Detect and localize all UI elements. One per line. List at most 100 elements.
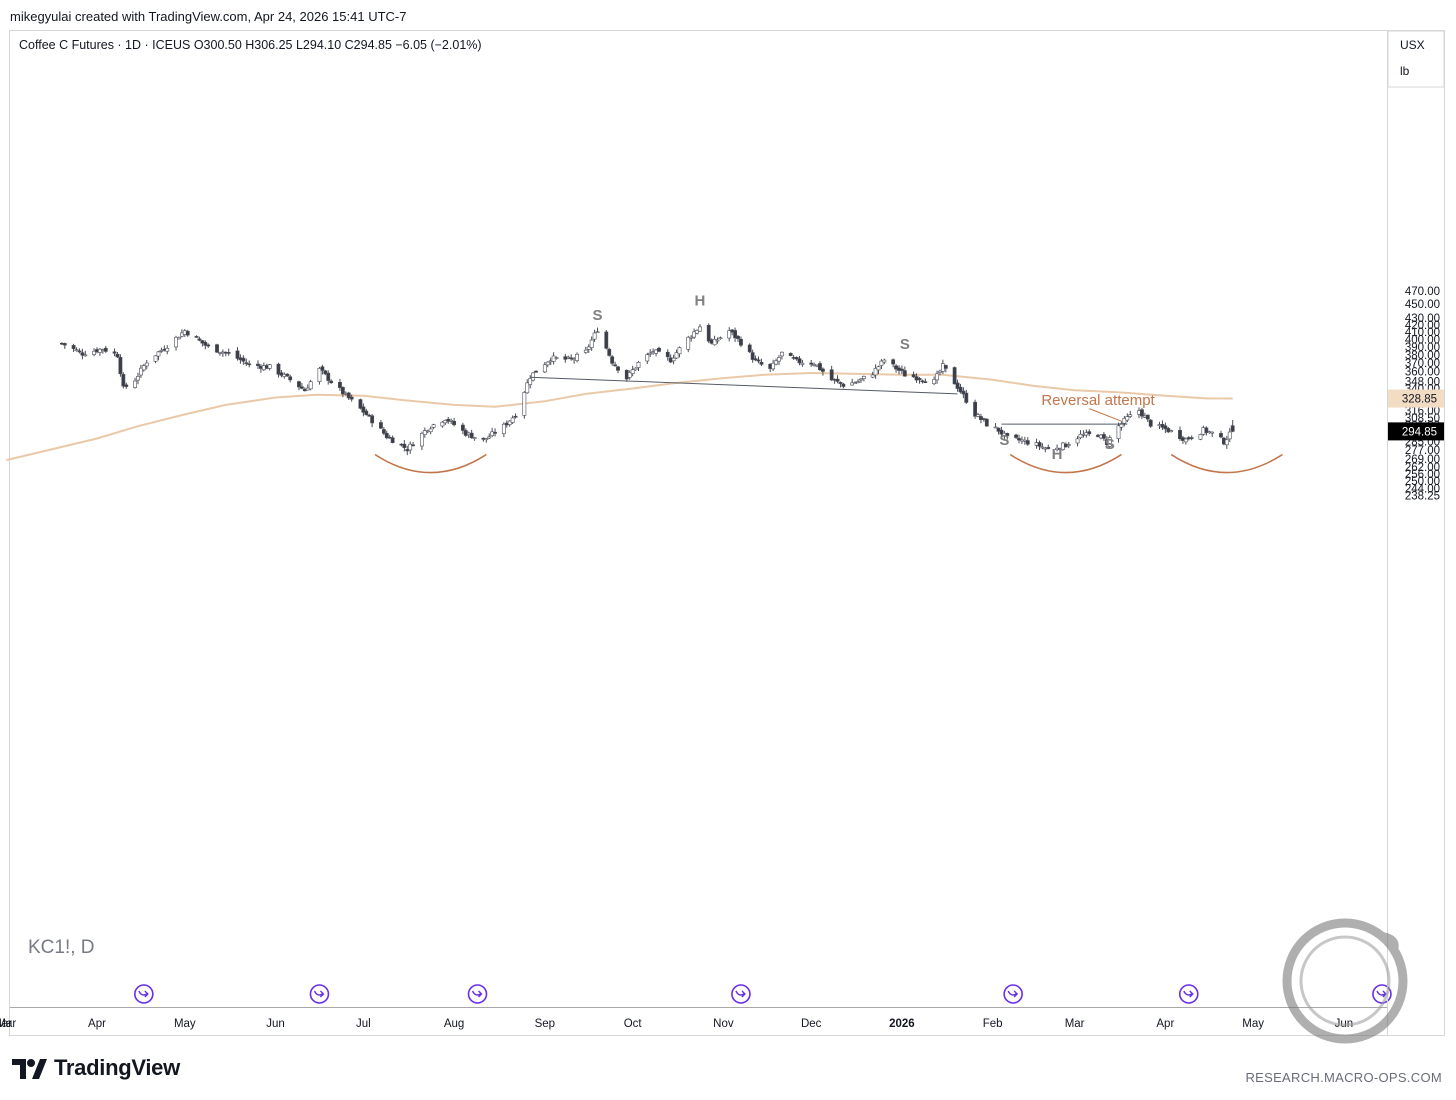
candle-down[interactable] <box>320 366 325 371</box>
candle-down[interactable] <box>955 382 960 389</box>
candle-down[interactable] <box>338 381 342 388</box>
candle-down[interactable] <box>917 378 922 381</box>
pattern-arc[interactable] <box>374 453 487 474</box>
candle-up[interactable] <box>484 438 489 441</box>
candle-down[interactable] <box>797 358 802 364</box>
candle-up[interactable] <box>139 367 143 376</box>
candle-down[interactable] <box>829 369 834 381</box>
candle-up[interactable] <box>583 349 588 353</box>
candle-down[interactable] <box>1204 427 1209 433</box>
candle-down[interactable] <box>256 363 260 367</box>
candle-down[interactable] <box>835 378 840 382</box>
candle-up[interactable] <box>777 357 781 362</box>
candle-up[interactable] <box>686 336 691 350</box>
candle-down[interactable] <box>613 364 617 367</box>
candle-down[interactable] <box>323 370 328 375</box>
candle-down[interactable] <box>77 350 82 353</box>
candle-down[interactable] <box>923 381 928 383</box>
candle-down[interactable] <box>607 348 612 356</box>
candle-up[interactable] <box>153 355 158 362</box>
candle-up[interactable] <box>1128 414 1133 417</box>
candle-down[interactable] <box>534 370 538 373</box>
candle-down[interactable] <box>381 429 386 434</box>
candle-down[interactable] <box>838 382 843 384</box>
candle-up[interactable] <box>165 347 170 352</box>
candle-down[interactable] <box>379 422 383 429</box>
candle-down[interactable] <box>364 410 369 415</box>
candle-up[interactable] <box>1210 431 1215 434</box>
candle-up[interactable] <box>882 359 887 363</box>
neckline-upper[interactable] <box>530 376 958 395</box>
tradingview-logo[interactable]: TradingView <box>12 1055 180 1081</box>
candle-down[interactable] <box>299 386 304 389</box>
candle-down[interactable] <box>1145 414 1150 420</box>
candle-down[interactable] <box>665 351 670 358</box>
candle-down[interactable] <box>1005 433 1010 437</box>
candle-down[interactable] <box>285 373 290 377</box>
candle-down[interactable] <box>610 356 615 364</box>
candle-down[interactable] <box>288 376 293 381</box>
candle-down[interactable] <box>657 347 661 352</box>
candle-down[interactable] <box>733 330 737 339</box>
candle-up[interactable] <box>876 366 881 371</box>
candle-up[interactable] <box>1075 438 1080 444</box>
candle-up[interactable] <box>689 336 694 339</box>
candle-up[interactable] <box>645 354 650 362</box>
candle-down[interactable] <box>460 424 465 431</box>
candle-up[interactable] <box>408 443 413 451</box>
candle-down[interactable] <box>973 401 978 417</box>
arrow-circle-icon[interactable] <box>309 984 330 1004</box>
candle-up[interactable] <box>1169 430 1174 432</box>
candle-down[interactable] <box>71 345 76 349</box>
candle-down[interactable] <box>411 444 416 447</box>
candle-down[interactable] <box>841 383 846 387</box>
candle-up[interactable] <box>718 337 723 340</box>
candle-down[interactable] <box>349 396 354 400</box>
candle-up[interactable] <box>525 382 530 394</box>
candle-up[interactable] <box>938 370 942 373</box>
candle-down[interactable] <box>452 420 456 426</box>
candle-up[interactable] <box>487 436 492 439</box>
arrow-circle-icon[interactable] <box>1178 984 1199 1004</box>
candle-up[interactable] <box>490 431 495 436</box>
candle-up[interactable] <box>92 350 96 355</box>
candle-up[interactable] <box>431 424 436 428</box>
candle-down[interactable] <box>999 429 1004 435</box>
candle-down[interactable] <box>203 341 208 346</box>
candle-down[interactable] <box>370 415 375 424</box>
candle-down[interactable] <box>952 367 957 385</box>
candle-up[interactable] <box>83 354 88 357</box>
candle-down[interactable] <box>1219 433 1223 438</box>
candle-down[interactable] <box>346 392 351 399</box>
candle-up[interactable] <box>633 367 638 371</box>
candle-up[interactable] <box>156 351 161 357</box>
candle-down[interactable] <box>390 437 395 443</box>
candle-up[interactable] <box>308 381 313 390</box>
candle-down[interactable] <box>297 381 301 388</box>
candle-up[interactable] <box>993 426 998 429</box>
candle-up[interactable] <box>800 362 805 365</box>
candle-down[interactable] <box>241 357 246 362</box>
candle-down[interactable] <box>124 384 129 387</box>
candle-down[interactable] <box>384 432 389 439</box>
candle-down[interactable] <box>103 347 108 352</box>
candle-down[interactable] <box>756 359 761 362</box>
candle-up[interactable] <box>528 378 533 385</box>
candle-up[interactable] <box>141 365 146 371</box>
candle-down[interactable] <box>200 340 205 344</box>
candle-up[interactable] <box>698 326 702 332</box>
candle-down[interactable] <box>194 336 199 338</box>
candle-down[interactable] <box>1025 440 1030 445</box>
candle-down[interactable] <box>820 368 825 372</box>
candle-up[interactable] <box>727 330 732 339</box>
candle-down[interactable] <box>1017 438 1021 441</box>
candle-down[interactable] <box>276 363 281 375</box>
candle-down[interactable] <box>215 344 219 353</box>
candle-down[interactable] <box>894 365 898 370</box>
candle-down[interactable] <box>80 352 85 356</box>
candle-up[interactable] <box>859 378 863 381</box>
candle-down[interactable] <box>747 344 752 353</box>
candle-down[interactable] <box>247 363 252 366</box>
candle-up[interactable] <box>542 364 547 373</box>
